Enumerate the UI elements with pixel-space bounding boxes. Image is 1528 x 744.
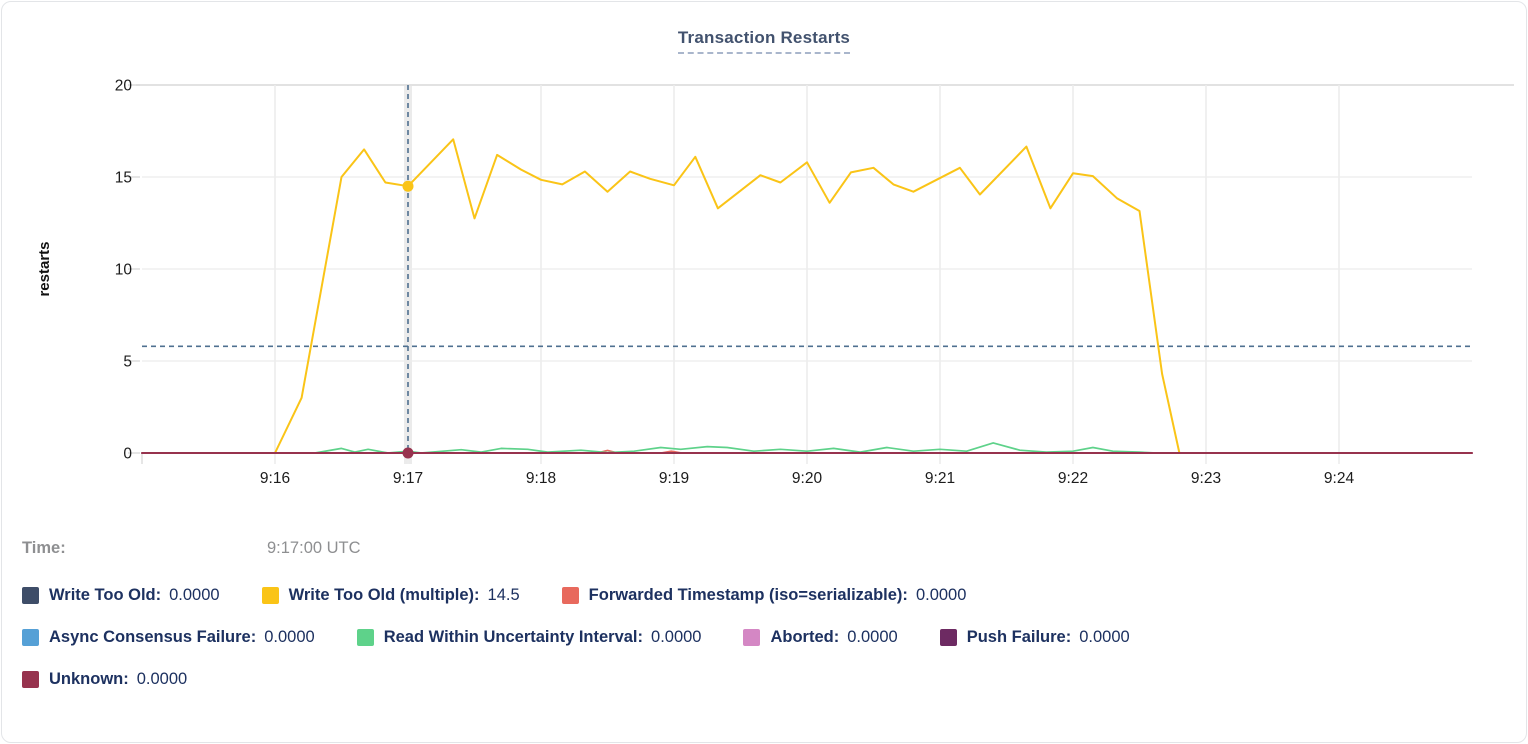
y-tick-label: 10 — [115, 262, 133, 279]
legend-item-read-within-uncertainty-interval[interactable]: Read Within Uncertainty Interval: 0.0000 — [356, 628, 702, 647]
legend-label: Aborted: — [770, 628, 840, 646]
series-swatch-icon — [561, 587, 579, 604]
series-line-read-within-uncertainty-interval — [314, 442, 1157, 454]
x-tick-label: 9:19 — [659, 470, 689, 487]
legend-row: Async Consensus Failure: 0.0000 Read Withi… — [22, 628, 1516, 647]
legend-item-forwarded-timestamp-iso-serializable[interactable]: Forwarded Timestamp (iso=serializable): 0… — [561, 586, 967, 605]
hover-point-unknown — [402, 447, 414, 459]
legend-item-async-consensus-failure[interactable]: Async Consensus Failure: 0.0000 — [22, 628, 315, 647]
x-tick-label: 9:20 — [792, 470, 823, 487]
x-tick-label: 9:21 — [925, 470, 955, 487]
y-tick-label: 5 — [123, 354, 132, 371]
y-tick-label: 15 — [115, 170, 132, 187]
series-swatch-icon — [939, 629, 957, 646]
legend-item-aborted[interactable]: Aborted: 0.0000 — [743, 628, 898, 647]
legend-label: Push Failure: — [966, 628, 1072, 646]
x-tick-label: 9:16 — [260, 470, 290, 487]
legend-label: Unknown: — [49, 670, 129, 688]
chart-svg[interactable]: 0 5 10 15 20 9:16 9:17 9:18 9:19 9:20 9:21 9:22 9:23… — [2, 2, 1527, 512]
hover-time-value: 9:17:00 UTC — [267, 539, 361, 557]
legend-value: 14.5 — [487, 586, 520, 604]
x-tick-label: 9:22 — [1058, 470, 1088, 487]
legend-item-push-failure[interactable]: Push Failure: 0.0000 — [939, 628, 1130, 647]
hover-point-write-too-old-multiple — [402, 180, 414, 192]
series-line-write-too-old-multiple — [274, 138, 1181, 454]
legend-value: 0.0000 — [847, 628, 898, 646]
legend-label: Write Too Old (multiple): — [288, 586, 480, 604]
legend-value: 0.0000 — [1079, 628, 1130, 646]
series-swatch-icon — [22, 629, 39, 646]
series-swatch-icon — [22, 671, 39, 688]
series-swatch-icon — [261, 587, 279, 604]
legend-row: Write Too Old: 0.0000 Write Too Old (multi… — [22, 586, 1516, 605]
legend: Write Too Old: 0.0000 Write Too Old (multi… — [22, 586, 1516, 712]
x-tick-label: 9:17 — [393, 470, 423, 487]
legend-item-unknown[interactable]: Unknown: 0.0000 — [22, 670, 187, 689]
legend-value: 0.0000 — [264, 628, 315, 646]
legend-item-write-too-old[interactable]: Write Too Old: 0.0000 — [22, 586, 220, 605]
y-axis-label: restarts — [36, 241, 53, 296]
series-swatch-icon — [356, 629, 374, 646]
y-tick-label: 0 — [123, 446, 132, 463]
legend-row: Unknown: 0.0000 — [22, 670, 1516, 689]
hover-time-row: Time: 9:17:00 UTC — [22, 539, 1506, 561]
x-tick-label: 9:18 — [526, 470, 556, 487]
legend-item-write-too-old-multiple[interactable]: Write Too Old (multiple): 14.5 — [261, 586, 520, 605]
legend-label: Write Too Old: — [49, 586, 162, 604]
chart-header: Transaction Restarts — [2, 28, 1526, 54]
x-tick-label: 9:23 — [1191, 470, 1221, 487]
series-swatch-icon — [743, 629, 761, 646]
x-tick-label: 9:24 — [1324, 470, 1355, 487]
legend-value: 0.0000 — [136, 670, 188, 688]
legend-value: 0.0000 — [169, 586, 220, 604]
legend-label: Async Consensus Failure: — [49, 628, 257, 646]
legend-value: 0.0000 — [915, 586, 967, 604]
legend-value: 0.0000 — [651, 628, 702, 646]
hover-time-label: Time: — [22, 539, 66, 557]
y-tick-label: 20 — [115, 78, 133, 95]
chart-title[interactable]: Transaction Restarts — [677, 28, 851, 54]
series-swatch-icon — [22, 587, 39, 604]
legend-label: Forwarded Timestamp (iso=serializable): — [588, 586, 908, 604]
legend-label: Read Within Uncertainty Interval: — [383, 628, 644, 646]
